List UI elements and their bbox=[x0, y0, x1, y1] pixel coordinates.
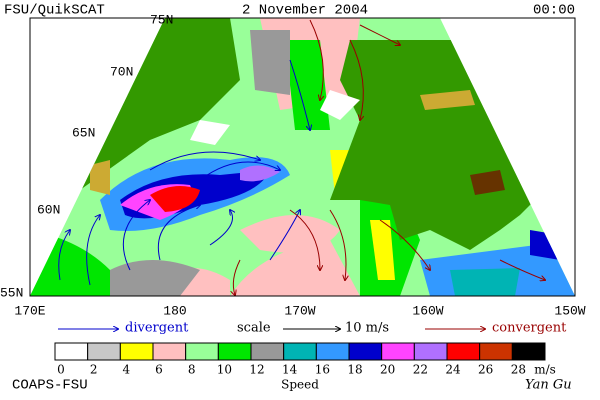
colorbar-tick: 24 bbox=[445, 363, 461, 377]
color-swatch bbox=[87, 342, 121, 361]
colorbar-tick: 4 bbox=[123, 363, 131, 377]
colorbar-tick: 8 bbox=[188, 363, 196, 377]
colorbar-tick: 28 bbox=[511, 363, 526, 377]
color-swatch bbox=[283, 342, 317, 361]
colorbar-tick: 0 bbox=[57, 363, 65, 377]
colorbar-tick: 6 bbox=[155, 363, 163, 377]
color-swatch bbox=[119, 342, 154, 361]
colorbar-tick: 26 bbox=[478, 363, 493, 377]
lat-label: 55N bbox=[0, 285, 23, 300]
lon-label: 160W bbox=[412, 303, 443, 318]
map-frame bbox=[29, 17, 576, 297]
time: 00:00 bbox=[533, 3, 575, 19]
color-swatch bbox=[479, 342, 513, 361]
date: 2 November 2004 bbox=[242, 3, 368, 19]
lon-label: 170W bbox=[284, 303, 315, 318]
color-swatch bbox=[511, 342, 546, 361]
divergent-label: divergent bbox=[125, 321, 189, 336]
colorbar: 0 2 4 6 8 10 12 14 16 18 20 22 24 26 28 m/s bbox=[54, 342, 556, 377]
map-field bbox=[30, 18, 575, 296]
credit: COAPS-FSU bbox=[12, 378, 88, 394]
lat-label: 60N bbox=[37, 202, 60, 217]
color-swatch bbox=[381, 342, 415, 361]
lon-label: 150W bbox=[554, 303, 585, 318]
colorbar-tick: 18 bbox=[347, 363, 362, 377]
scale-value: 10 m/s bbox=[345, 321, 389, 336]
colorbar-tick: 2 bbox=[90, 363, 98, 377]
colorbar-tick: 12 bbox=[249, 363, 264, 377]
color-swatch bbox=[315, 342, 350, 361]
lat-label: 65N bbox=[72, 125, 95, 140]
convergent-label: convergent bbox=[492, 321, 567, 336]
colorbar-tick: 14 bbox=[282, 363, 298, 377]
color-swatch bbox=[185, 342, 219, 361]
lat-label: 75N bbox=[150, 12, 173, 27]
color-swatch bbox=[217, 342, 252, 361]
colorbar-unit: m/s bbox=[534, 363, 556, 377]
color-swatch bbox=[348, 342, 383, 361]
lat-label: 70N bbox=[110, 64, 133, 79]
colorbar-tick: 20 bbox=[380, 363, 395, 377]
lon-labels: 170E 180 170W 160W 150W bbox=[14, 303, 585, 318]
author: Yan Gu bbox=[525, 378, 572, 393]
color-swatch bbox=[413, 342, 448, 361]
scale-label: scale bbox=[237, 321, 271, 336]
color-swatch bbox=[54, 342, 89, 361]
colorbar-tick: 10 bbox=[217, 363, 232, 377]
title: FSU/QuikSCAT bbox=[4, 3, 105, 19]
colorbar-tick: 22 bbox=[413, 363, 428, 377]
color-swatch bbox=[250, 342, 285, 361]
color-swatch bbox=[446, 342, 481, 361]
colorbar-title: Speed bbox=[281, 378, 319, 392]
lon-label: 170E bbox=[14, 303, 45, 318]
colorbar-tick: 16 bbox=[315, 363, 330, 377]
color-swatch bbox=[152, 342, 187, 361]
lat-labels: 75N 70N 65N 60N 55N bbox=[0, 12, 173, 300]
lon-label: 180 bbox=[163, 303, 186, 318]
